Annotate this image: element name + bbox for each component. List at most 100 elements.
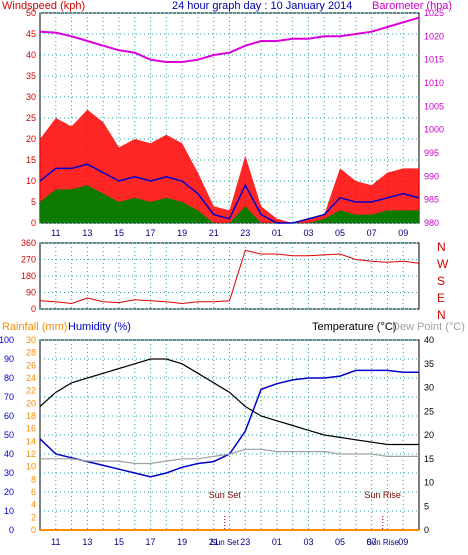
direction-y-tick-label: 180: [21, 271, 36, 281]
barometer-line: [39, 16, 420, 63]
wind-x-tick-label: 15: [114, 228, 124, 238]
wind-y-tick-label: 15: [26, 155, 36, 165]
direction-line: [39, 249, 420, 305]
barometer-y-tick-label: 1000: [424, 125, 444, 135]
barometer-axis-label: Barometer (hpa): [372, 0, 452, 12]
humidity-x-tick-label: 19: [177, 537, 187, 547]
wind-y-tick-label: 20: [26, 134, 36, 144]
wind-x-tick-label: 05: [335, 228, 345, 238]
temperature-y-tick-label: 10: [424, 478, 434, 488]
temperature-line: [39, 358, 419, 446]
compass-label: N: [437, 308, 446, 322]
humidity-x-tick-label: 15: [114, 537, 124, 547]
compass-label: S: [437, 274, 445, 288]
barometer-y-tick-label: 1005: [424, 101, 444, 111]
direction-y-tick-label: 360: [21, 238, 36, 248]
humidity-y-tick-label: 30: [4, 468, 14, 478]
sun-event-axis-label: Sun Set: [211, 538, 240, 547]
wind-y-tick-label: 45: [26, 29, 36, 39]
rain-y-tick-label: 16: [26, 424, 36, 434]
sun-event-axis-label: Sun Rise: [366, 538, 399, 547]
humidity-y-tick-label: 10: [4, 506, 14, 516]
direction-y-tick-label: 270: [21, 255, 36, 265]
barometer-y-tick-label: 1010: [424, 78, 444, 88]
temperature-y-tick-label: 35: [424, 359, 434, 369]
temperature-y-tick-label: 20: [424, 430, 434, 440]
humidity-y-tick-label: 100: [0, 335, 14, 345]
wind-y-tick-label: 25: [26, 113, 36, 123]
rain-y-tick-label: 10: [26, 462, 36, 472]
humidity-y-tick-label: 40: [4, 449, 14, 459]
wind-low-area: [40, 185, 419, 223]
temperature-y-tick-label: 5: [424, 501, 429, 511]
humidity-x-tick-label: 21: [209, 537, 219, 547]
rain-y-tick-label: 0: [31, 525, 36, 535]
barometer-y-tick-label: 1015: [424, 55, 444, 65]
wind-x-tick-label: 03: [303, 228, 313, 238]
dewpoint-line: [40, 448, 419, 465]
rain-y-tick-label: 6: [31, 487, 36, 497]
humidity-y-tick-label: 60: [4, 411, 14, 421]
humidity-x-tick-label: 03: [303, 537, 313, 547]
humidity-axis-label: Humidity (%): [68, 321, 131, 333]
wind-y-tick-label: 5: [31, 197, 36, 207]
wind-x-tick-label: 11: [51, 228, 60, 238]
temperature-y-tick-label: 25: [424, 406, 434, 416]
wind-y-tick-label: 10: [26, 176, 36, 186]
barometer-y-tick-label: 990: [424, 171, 439, 181]
rain-y-tick-label: 28: [26, 348, 36, 358]
wind-y-tick-label: 40: [26, 50, 36, 60]
humidity-y-tick-label: 80: [4, 373, 14, 383]
chart-title: 24 hour graph day : 10 January 2014: [172, 0, 352, 12]
temperature-y-tick-label: 15: [424, 454, 434, 464]
humidity-y-tick-label: 0: [9, 525, 14, 535]
wind-x-tick-label: 19: [177, 228, 187, 238]
wind-x-tick-label: 13: [82, 228, 92, 238]
sun-event-label: Sun Rise: [364, 490, 401, 500]
rain-y-tick-label: 26: [26, 360, 36, 370]
direction-y-tick-label: 90: [26, 288, 36, 298]
wind-avg-line: [39, 163, 420, 224]
rain-y-tick-label: 14: [26, 436, 36, 446]
temperature-y-tick-label: 0: [424, 525, 429, 535]
humidity-x-tick-label: 23: [240, 537, 250, 547]
humidity-x-tick-label: 09: [398, 537, 408, 547]
barometer-y-tick-label: 995: [424, 148, 439, 158]
barometer-y-tick-label: 1020: [424, 31, 444, 41]
wind-x-tick-label: 21: [209, 228, 219, 238]
humidity-x-tick-label: 11: [51, 537, 60, 547]
rain-y-tick-label: 8: [31, 474, 36, 484]
barometer-y-tick-label: 1025: [424, 8, 444, 18]
wind-x-tick-label: 09: [398, 228, 408, 238]
humidity-x-tick-label: 01: [272, 537, 282, 547]
rain-axis-label: Rainfall (mm): [2, 321, 67, 333]
compass-label: E: [437, 291, 445, 305]
compass-label: N: [437, 240, 446, 254]
rain-y-tick-label: 2: [31, 512, 36, 522]
temperature-y-tick-label: 30: [424, 383, 434, 393]
humidity-x-tick-label: 13: [82, 537, 92, 547]
wind-y-tick-label: 0: [31, 218, 36, 228]
rain-y-tick-label: 22: [26, 386, 36, 396]
rain-y-tick-label: 30: [26, 335, 36, 345]
wind-y-tick-label: 30: [26, 92, 36, 102]
tick-layer: 0510152025303540455098098599099510001005…: [0, 8, 449, 547]
rain-y-tick-label: 18: [26, 411, 36, 421]
sun-event-label: Sun Set: [209, 490, 242, 500]
humidity-y-tick-label: 20: [4, 487, 14, 497]
temperature-y-tick-label: 40: [424, 335, 434, 345]
rain-y-tick-label: 20: [26, 398, 36, 408]
humidity-y-tick-label: 70: [4, 392, 14, 402]
wind-axis-label: Windspeed (kph): [2, 0, 85, 12]
grid-layer: [40, 12, 419, 531]
humidity-y-tick-label: 90: [4, 354, 14, 364]
humidity-x-tick-label: 05: [335, 537, 345, 547]
temperature-axis-label: Temperature (°C): [312, 321, 396, 333]
wind-x-tick-label: 01: [272, 228, 282, 238]
wind-y-tick-label: 35: [26, 71, 36, 81]
rain-y-tick-label: 24: [26, 373, 36, 383]
series-layer: [39, 16, 420, 531]
barometer-y-tick-label: 985: [424, 195, 439, 205]
dewpoint-axis-label: Dew Point (°C): [392, 321, 465, 333]
